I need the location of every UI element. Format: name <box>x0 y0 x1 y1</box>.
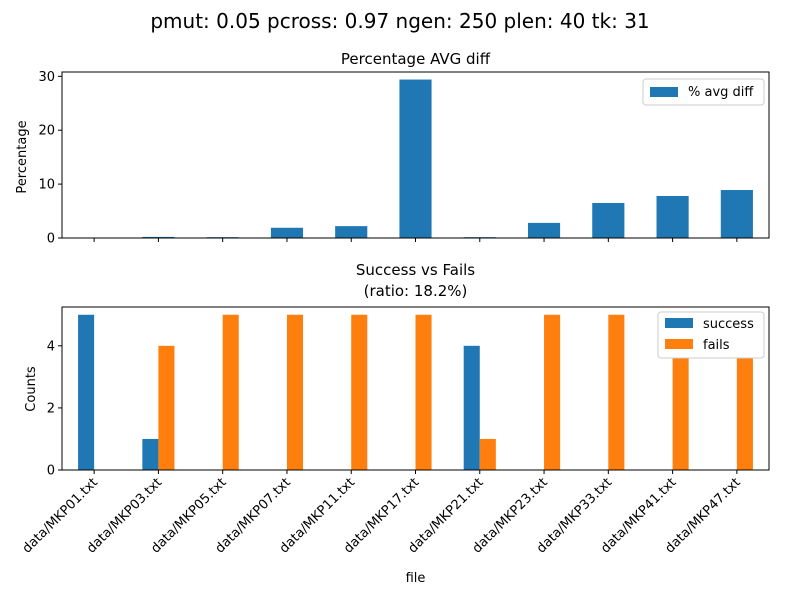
chart2-legend: success fails <box>657 311 765 359</box>
y-tick-label: 20 <box>38 124 55 139</box>
chart1-legend-swatch <box>650 87 678 97</box>
y-tick-label: 0 <box>47 464 55 479</box>
bar-fails-3 <box>286 314 304 470</box>
bar-avg-diff-3 <box>270 227 304 238</box>
chart2-xlabel: file <box>406 571 426 586</box>
chart2-legend-label-success: success <box>703 317 754 332</box>
chart1-legend: % avg diff <box>642 78 765 106</box>
chart1-axes-frame <box>61 71 770 239</box>
bar-fails-1 <box>158 345 175 470</box>
bar-avg-diff-8 <box>592 202 625 238</box>
chart2-legend-label-fails: fails <box>703 338 730 353</box>
chart-percentage-avg-diff: Percentage AVG diff Percentage 0 10 20 30 %… <box>15 50 770 247</box>
bar-avg-diff-10 <box>720 190 753 238</box>
y-tick-label: 30 <box>38 70 55 85</box>
bar-fails-8 <box>608 314 625 470</box>
y-tick-label: 0 <box>47 232 55 247</box>
bar-fails-7 <box>544 314 561 470</box>
bar-success-0 <box>78 314 95 470</box>
chart2-ylabel: Counts <box>24 366 39 412</box>
chart2-axes-frame <box>61 306 770 471</box>
y-tick-label: 10 <box>38 178 55 193</box>
bar-fails-5 <box>415 314 432 470</box>
bar-avg-diff-9 <box>656 195 689 238</box>
bar-success-6 <box>463 345 480 470</box>
chart-success-vs-fails: Success vs Fails (ratio: 18.2%) Counts f… <box>20 261 770 586</box>
bar-avg-diff-5 <box>399 79 432 238</box>
chart2-subtitle: (ratio: 18.2%) <box>364 282 468 300</box>
figure-suptitle: pmut: 0.05 pcross: 0.97 ngen: 250 plen: … <box>150 9 649 33</box>
chart1-ylabel: Percentage <box>15 120 30 193</box>
chart2-title: Success vs Fails <box>356 261 475 279</box>
chart2-legend-swatch-fails <box>665 339 693 349</box>
bar-avg-diff-4 <box>335 226 368 238</box>
chart2-legend-swatch-success <box>665 318 693 328</box>
bar-avg-diff-7 <box>527 222 561 238</box>
bar-avg-diff-1 <box>142 236 175 238</box>
y-tick-label: 2 <box>47 401 55 416</box>
bar-fails-2 <box>222 314 239 470</box>
chart1-title: Percentage AVG diff <box>341 50 491 68</box>
bar-success-1 <box>142 438 159 470</box>
y-tick-label: 4 <box>47 339 55 354</box>
bar-fails-4 <box>351 314 368 470</box>
bar-fails-6 <box>479 438 496 470</box>
chart1-legend-label: % avg diff <box>688 85 754 100</box>
